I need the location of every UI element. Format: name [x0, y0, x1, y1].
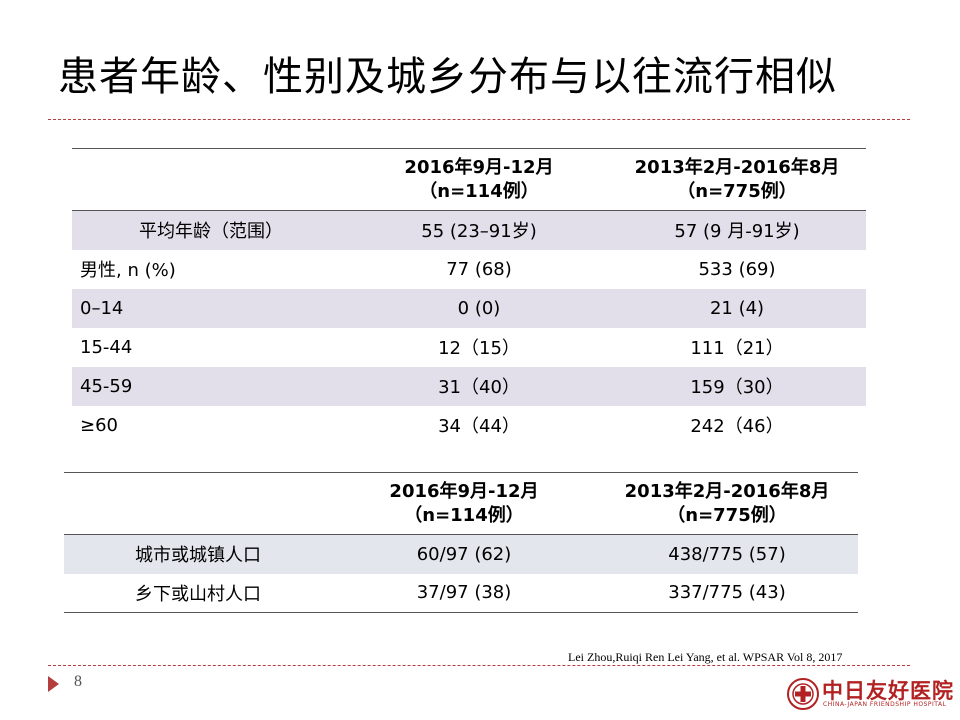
- header-count: （n=114例）: [419, 180, 539, 202]
- row-label: ≥60: [80, 414, 118, 436]
- table-row: 平均年龄（范围） 55 (23–91岁) 57 (9 月-91岁): [72, 210, 866, 250]
- row-label: 15-44: [80, 336, 133, 358]
- header-cell-2016: 2016年9月-12月 （n=114例）: [332, 473, 596, 535]
- hospital-logo: 中日友好医院 CHINA-JAPAN FRIENDSHIP HOSPITAL: [786, 675, 953, 713]
- header-period: 2016年9月-12月: [389, 480, 539, 502]
- value-2016: 55 (23–91岁): [421, 221, 537, 243]
- value-2013: 159（30）: [690, 377, 784, 398]
- row-label: 45-59: [80, 375, 133, 397]
- value-2016: 12（15）: [438, 338, 520, 359]
- table-row: 0–14 0 (0) 21 (4): [72, 288, 866, 328]
- footer-divider: [48, 665, 910, 666]
- header-count: （n=775例）: [677, 180, 797, 202]
- hospital-emblem-icon: [787, 678, 819, 710]
- value-2016: 37/97 (38): [416, 582, 512, 604]
- logo-subtitle: CHINA-JAPAN FRIENDSHIP HOSPITAL: [823, 701, 947, 708]
- page-number: 8: [74, 673, 82, 690]
- table-header-row: 2016年9月-12月 （n=114例） 2013年2月-2016年8月 （n=…: [64, 472, 858, 535]
- age-sex-table: 2016年9月-12月 （n=114例） 2013年2月-2016年8月 （n=…: [72, 148, 866, 445]
- value-2013: 533 (69): [698, 258, 776, 280]
- value-2013: 242（46）: [690, 416, 784, 437]
- header-period: 2013年2月-2016年8月: [624, 480, 830, 502]
- row-label: 平均年龄（范围）: [139, 221, 283, 243]
- header-cell-empty: [64, 473, 332, 535]
- row-label: 城市或城镇人口: [135, 545, 261, 567]
- logo-name: 中日友好医院: [822, 679, 954, 703]
- row-label: 男性, n (%): [80, 260, 176, 281]
- value-2013: 57 (9 月-91岁): [674, 221, 800, 243]
- header-cell-2013: 2013年2月-2016年8月 （n=775例）: [608, 149, 866, 211]
- title-divider: [48, 119, 910, 120]
- residence-table: 2016年9月-12月 （n=114例） 2013年2月-2016年8月 （n=…: [64, 472, 858, 613]
- value-2016: 31（40）: [438, 377, 520, 398]
- footer-arrow-icon: [48, 676, 59, 692]
- header-cell-2016: 2016年9月-12月 （n=114例）: [350, 149, 608, 211]
- value-2016: 60/97 (62): [416, 543, 512, 565]
- header-period: 2016年9月-12月: [404, 156, 554, 178]
- table-row: 城市或城镇人口 60/97 (62) 438/775 (57): [64, 534, 858, 574]
- table-row: 15-44 12（15） 111（21）: [72, 328, 866, 367]
- table-row: 45-59 31（40） 159（30）: [72, 366, 866, 406]
- slide-title: 患者年龄、性别及城乡分布与以往流行相似: [58, 54, 837, 100]
- header-cell-empty: [72, 149, 350, 211]
- citation: Lei Zhou,Ruiqi Ren Lei Yang, et al. WPSA…: [568, 650, 843, 664]
- header-count: （n=775例）: [667, 504, 787, 526]
- row-label: 0–14: [80, 297, 124, 319]
- value-2013: 21 (4): [709, 297, 765, 319]
- value-2016: 0 (0): [457, 297, 501, 319]
- value-2013: 337/775 (43): [668, 582, 786, 604]
- value-2013: 438/775 (57): [668, 543, 786, 565]
- table-row: 乡下或山村人口 37/97 (38) 337/775 (43): [64, 574, 858, 613]
- row-label: 乡下或山村人口: [135, 583, 261, 605]
- value-2013: 111（21）: [690, 338, 784, 359]
- value-2016: 77 (68): [446, 258, 512, 280]
- header-count: （n=114例）: [404, 504, 524, 526]
- table-row: ≥60 34（44） 242（46）: [72, 406, 866, 445]
- header-period: 2013年2月-2016年8月: [634, 156, 840, 178]
- value-2016: 34（44）: [438, 416, 520, 437]
- table-header-row: 2016年9月-12月 （n=114例） 2013年2月-2016年8月 （n=…: [72, 148, 866, 211]
- header-cell-2013: 2013年2月-2016年8月 （n=775例）: [596, 473, 858, 535]
- table-row: 男性, n (%) 77 (68) 533 (69): [72, 250, 866, 289]
